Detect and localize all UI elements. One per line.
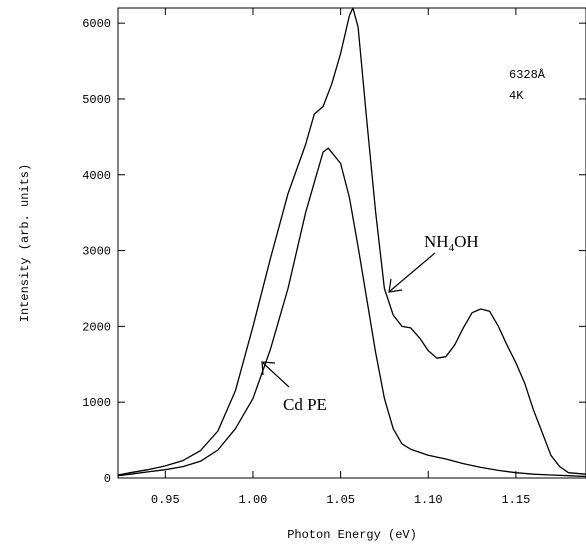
y-tick-label: 6000 — [82, 17, 111, 31]
series — [117, 7, 586, 478]
nh4oh-suffix: OH — [454, 232, 479, 251]
y-tick-label: 1000 — [82, 396, 111, 410]
x-tick-label: 1.10 — [414, 493, 443, 507]
y-tick-label: 3000 — [82, 245, 111, 259]
x-tick-label: 1.15 — [501, 493, 530, 507]
x-tick-label: 1.05 — [326, 493, 355, 507]
x-axis-label: Photon Energy (eV) — [287, 528, 417, 542]
plot-frame — [117, 7, 586, 479]
nh4oh-arrowhead — [388, 278, 403, 293]
nh4oh-annotation: NH4OH — [424, 232, 479, 254]
ticks — [118, 8, 586, 479]
y-tick-label: 5000 — [82, 93, 111, 107]
x-tick-label: 0.95 — [151, 493, 180, 507]
nh4oh-subscript: 4 — [449, 242, 455, 254]
series-line-cdpe — [117, 147, 586, 478]
nh4oh-prefix: NH — [424, 232, 449, 251]
conditions-line-2: 4K — [509, 89, 524, 103]
x-tick-label: 1.00 — [239, 493, 268, 507]
y-tick-label: 0 — [104, 472, 111, 486]
conditions-line-1: 6328Å — [509, 67, 546, 82]
series-line-nh4oh — [117, 7, 586, 476]
cdpe-arrowhead — [261, 361, 276, 376]
y-tick-label: 2000 — [82, 320, 111, 334]
tick-labels: 0.95 1.00 1.05 1.10 1.15 0 1000 2000 3000 4000 500… — [82, 17, 530, 507]
nh4oh-arrow — [389, 252, 436, 292]
cdpe-annotation: Cd PE — [283, 395, 327, 414]
cdpe-arrow — [262, 362, 290, 388]
y-axis-label: Intensity (arb. units) — [18, 164, 32, 322]
y-tick-label: 4000 — [82, 169, 111, 183]
